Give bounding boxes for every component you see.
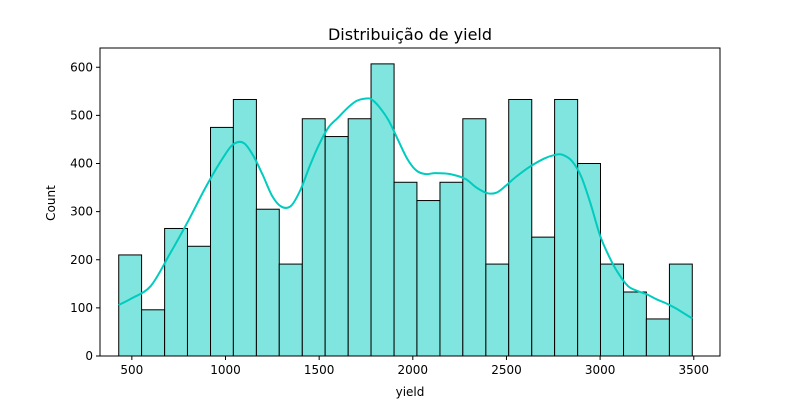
x-tick-label: 3000 xyxy=(585,363,616,377)
histogram-bar-15 xyxy=(439,181,464,357)
histogram-bar-2 xyxy=(141,309,166,357)
histogram-bar-7 xyxy=(255,208,280,357)
histogram-bar-22 xyxy=(599,263,625,357)
histogram-bar-4 xyxy=(186,245,212,357)
y-tick-label: 500 xyxy=(70,108,93,122)
histogram-bar-13 xyxy=(393,181,418,357)
histogram-bar-1 xyxy=(118,254,143,357)
x-tick-label: 2500 xyxy=(491,363,522,377)
y-tick-label: 0 xyxy=(85,349,93,363)
y-tick-label: 100 xyxy=(70,301,93,315)
histogram-bar-18 xyxy=(508,98,533,357)
histogram-bar-6 xyxy=(232,98,257,357)
x-tick-label: 500 xyxy=(120,363,143,377)
histogram-bar-10 xyxy=(324,136,349,357)
y-tick-label: 200 xyxy=(70,253,93,267)
y-tick-label: 400 xyxy=(70,157,93,171)
y-tick-label: 600 xyxy=(70,60,93,74)
histogram-bar-19 xyxy=(531,236,556,357)
x-axis-label: yield xyxy=(396,385,425,399)
x-tick-label: 2000 xyxy=(398,363,429,377)
plot-frame xyxy=(99,47,721,357)
y-axis-label: Count xyxy=(44,185,58,221)
y-axis-ticks: 0 100 200 300 400 500 600 xyxy=(70,60,100,363)
x-tick-label: 1500 xyxy=(304,363,335,377)
histogram-bar-8 xyxy=(278,263,303,357)
chart-title: Distribuição de yield xyxy=(328,25,492,44)
histogram-bar-12 xyxy=(370,63,395,357)
histogram-bar-24 xyxy=(645,318,670,357)
histogram-bar-5 xyxy=(210,126,234,357)
x-tick-label: 3500 xyxy=(679,363,710,377)
histogram-bar-3 xyxy=(164,227,188,357)
y-tick-label: 300 xyxy=(70,205,93,219)
histogram-bar-11 xyxy=(347,118,372,357)
bars-group xyxy=(118,63,693,357)
histogram-bar-16 xyxy=(462,118,487,357)
histogram-bar-20 xyxy=(554,98,579,357)
histogram-bar-14 xyxy=(416,200,441,357)
histogram-bar-21 xyxy=(577,163,601,357)
x-axis-ticks: 500 1000 1500 2000 2500 3000 3500 xyxy=(120,356,709,377)
x-tick-label: 1000 xyxy=(210,363,241,377)
histogram-bar-23 xyxy=(623,291,647,357)
histogram-bar-17 xyxy=(485,263,510,357)
kde-line xyxy=(118,97,693,320)
histogram-bar-25 xyxy=(668,263,693,357)
